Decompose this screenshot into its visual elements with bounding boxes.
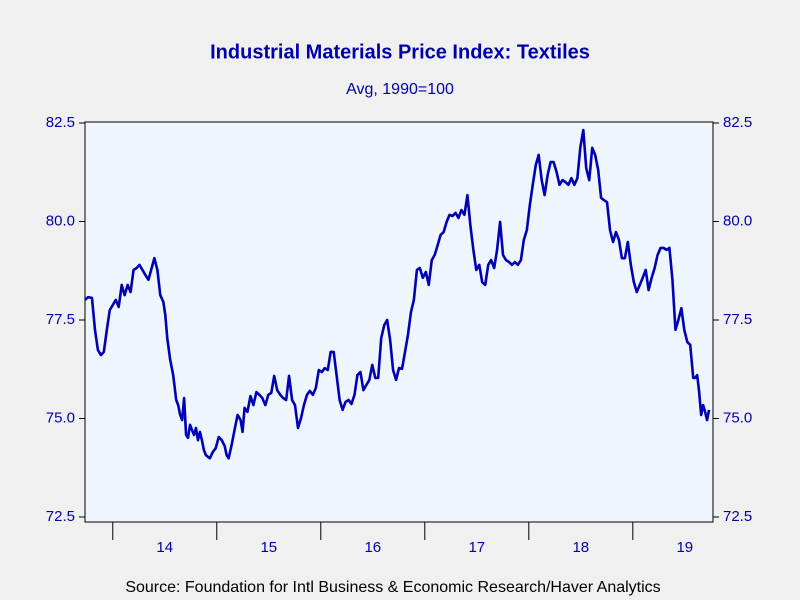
y2-tick-label: 75.0	[723, 409, 752, 426]
y-tick-label: 80.0	[46, 212, 75, 229]
x-tick-label: 14	[156, 539, 173, 556]
y-tick-label: 82.5	[46, 114, 75, 131]
plot-area	[84, 121, 714, 523]
y2-tick-label: 80.0	[723, 212, 752, 229]
x-tick-label: 18	[572, 539, 589, 556]
y2-tick-label: 82.5	[723, 114, 752, 131]
y-tick-label: 72.5	[46, 508, 75, 525]
x-tick-label: 16	[364, 539, 381, 556]
y-tick-label: 77.5	[46, 311, 75, 328]
y2-tick-label: 77.5	[723, 311, 752, 328]
chart-title: Industrial Materials Price Index: Textil…	[210, 41, 590, 63]
x-tick-label: 19	[676, 539, 693, 556]
x-tick-label: 15	[260, 539, 277, 556]
series-line	[84, 128, 711, 460]
y-tick-label: 75.0	[46, 409, 75, 426]
x-tick-label: 17	[468, 539, 485, 556]
source-note: Source: Foundation for Intl Business & E…	[125, 579, 660, 596]
chart-subtitle: Avg, 1990=100	[346, 81, 454, 98]
y2-tick-label: 72.5	[723, 508, 752, 525]
